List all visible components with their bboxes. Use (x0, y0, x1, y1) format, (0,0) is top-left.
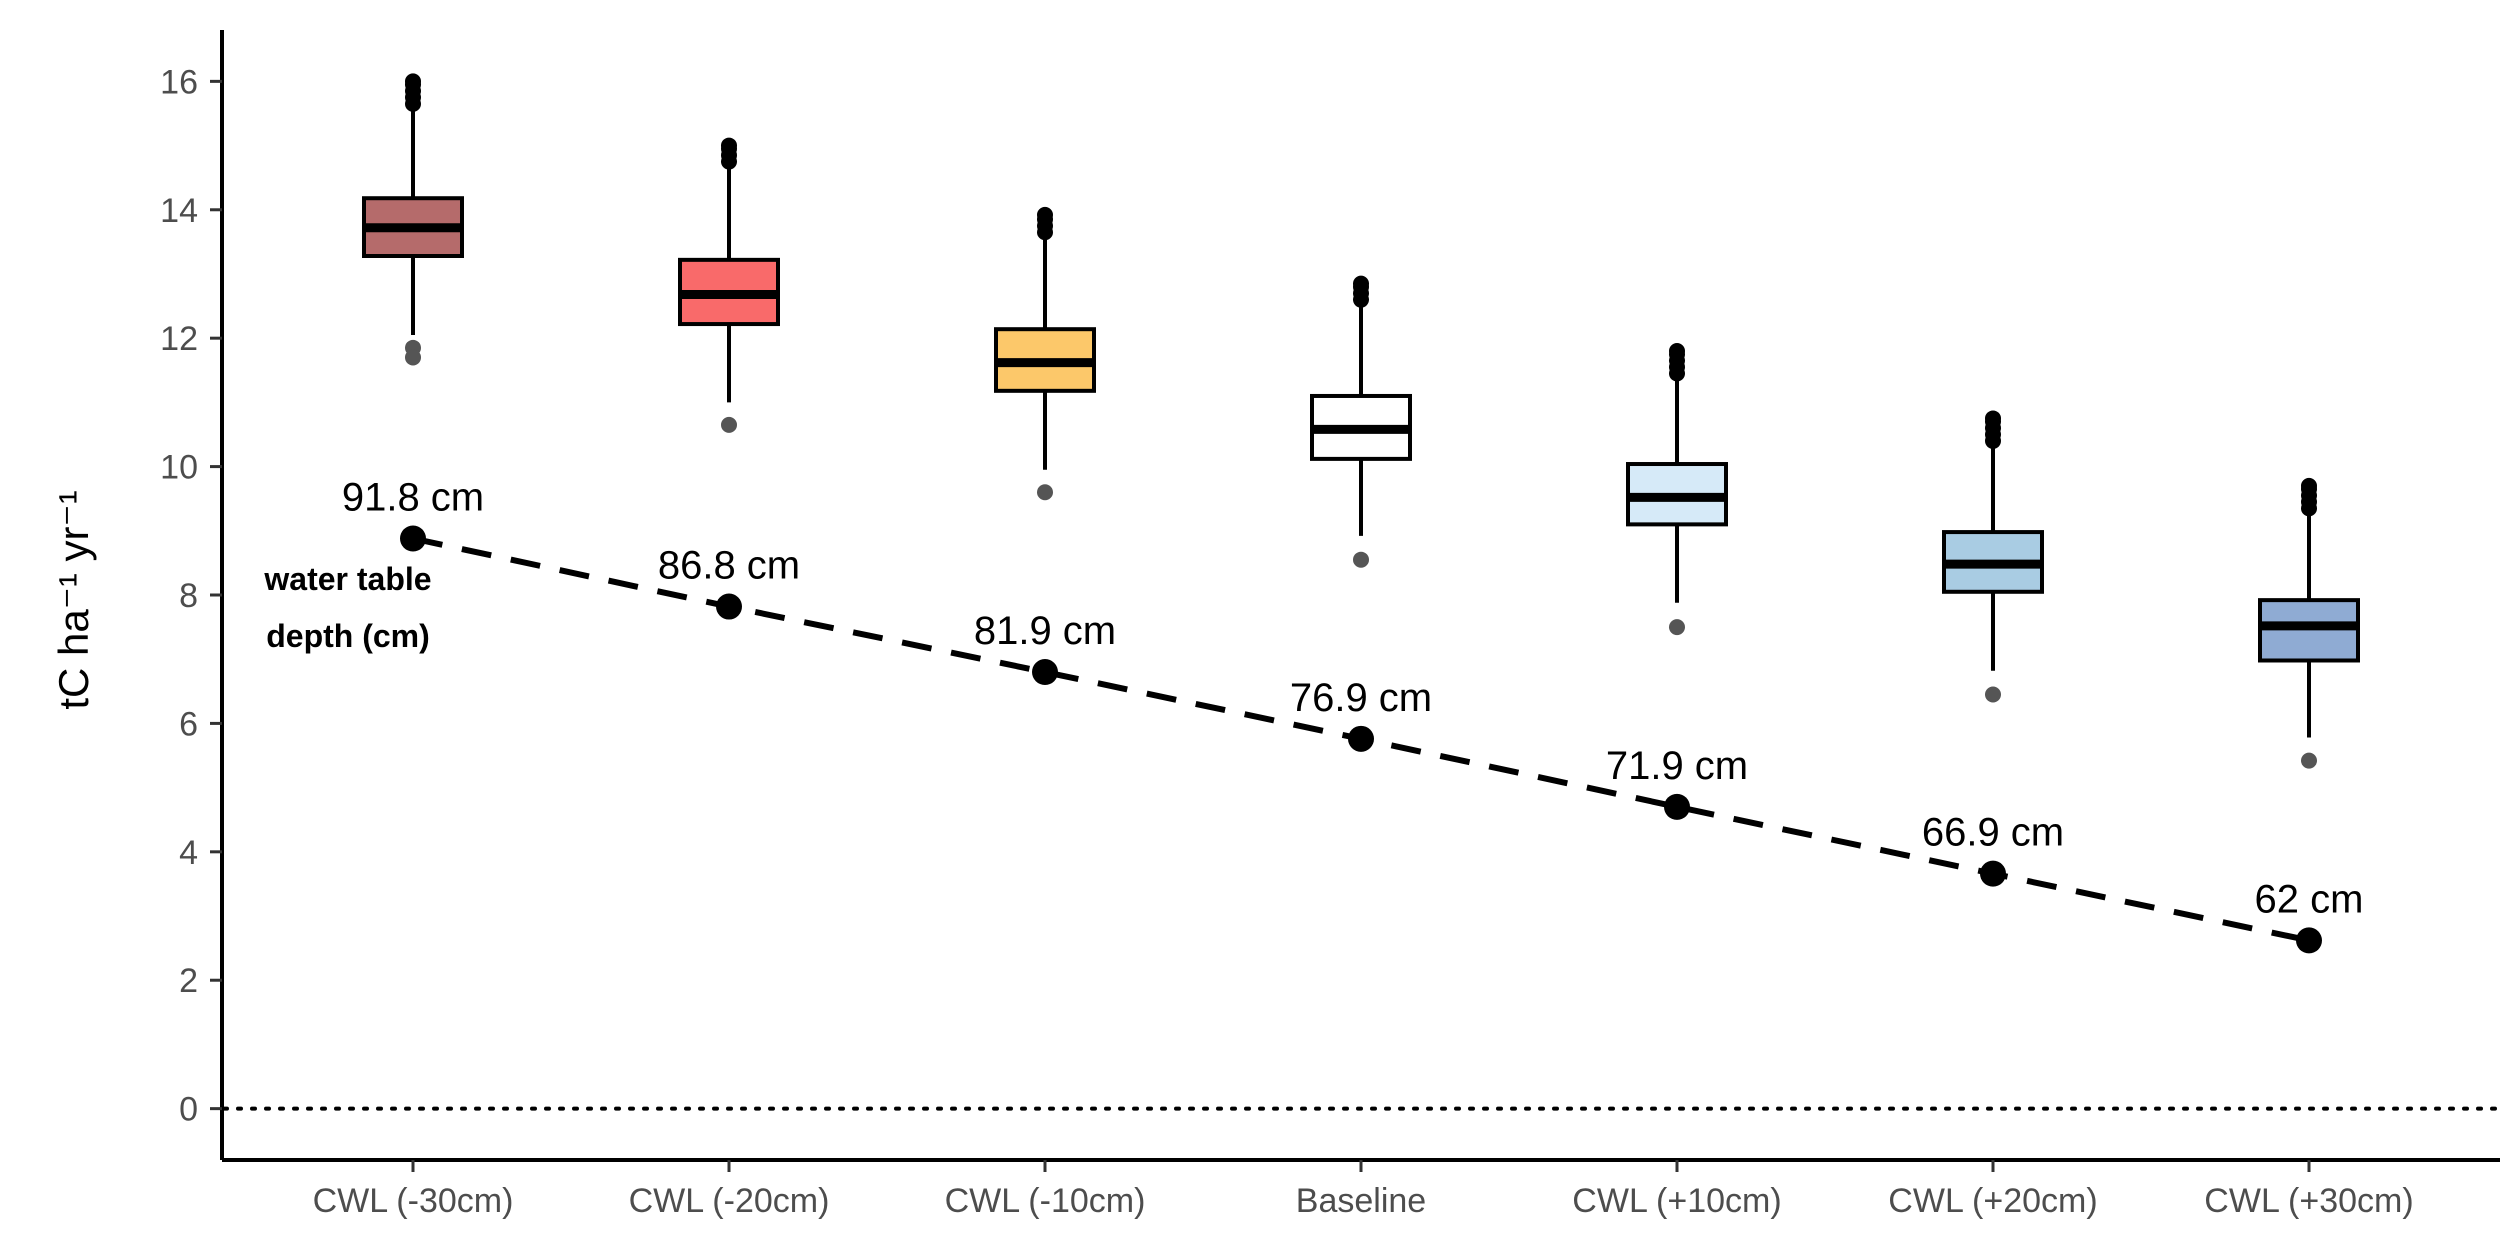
depth-label: 91.8 cm (342, 476, 484, 520)
depth-point (716, 593, 742, 620)
text-layer: tC ha⁻¹ yr⁻¹ water table depth (cm) 0 2 4 6… (50, 63, 2414, 1220)
boxes-layer (362, 73, 2360, 769)
outlier-point (405, 349, 421, 366)
x-tick-label: CWL (+30cm) (2204, 1182, 2413, 1220)
y-tick-label: 8 (179, 577, 198, 615)
y-tick-label: 10 (160, 449, 198, 487)
axes (210, 30, 2500, 1172)
x-tick-label: CWL (-30cm) (313, 1182, 514, 1220)
outlier-point (721, 137, 737, 154)
outlier-point (1985, 686, 2001, 703)
x-tick-label: CWL (-10cm) (945, 1182, 1146, 1220)
y-axis-label: tC ha⁻¹ yr⁻¹ (50, 490, 97, 709)
x-tick-label: Baseline (1296, 1182, 1426, 1220)
outlier-point (1037, 206, 1053, 223)
x-tick-label: CWL (+20cm) (1888, 1182, 2097, 1220)
depth-point (1664, 793, 1690, 820)
y-tick-label: 12 (160, 320, 198, 358)
depth-point (1980, 860, 2006, 887)
annotation-line-2: depth (cm) (266, 618, 430, 654)
depth-point (1032, 659, 1058, 686)
depth-label: 71.9 cm (1606, 744, 1748, 788)
outlier-point (1037, 484, 1053, 501)
x-tick-label: CWL (-20cm) (629, 1182, 830, 1220)
outlier-point (1353, 551, 1369, 568)
outlier-point (2301, 752, 2317, 769)
depth-line-layer (400, 525, 2322, 954)
x-tick-label: CWL (+10cm) (1572, 1182, 1781, 1220)
y-tick-label: 4 (179, 834, 198, 872)
outlier-point (1353, 275, 1369, 292)
y-tick-label: 14 (160, 192, 198, 230)
outlier-point (1669, 343, 1685, 360)
depth-label: 62 cm (2255, 877, 2364, 921)
y-tick-label: 6 (179, 705, 198, 743)
depth-label: 81.9 cm (974, 609, 1116, 653)
depth-label: 66.9 cm (1922, 811, 2064, 855)
outlier-point (1669, 619, 1685, 636)
outlier-point (2301, 477, 2317, 494)
y-tick-label: 16 (160, 63, 198, 101)
y-tick-label: 2 (179, 962, 198, 1000)
outlier-point (721, 416, 737, 433)
annotation-line-1: water table (263, 561, 431, 597)
outlier-point (1985, 410, 2001, 427)
depth-label: 76.9 cm (1290, 676, 1432, 720)
depth-label: 86.8 cm (658, 544, 800, 588)
y-tick-label: 0 (179, 1091, 198, 1129)
outlier-point (405, 73, 421, 90)
depth-point (2296, 927, 2322, 954)
depth-point (1348, 725, 1374, 752)
depth-point (400, 525, 426, 552)
